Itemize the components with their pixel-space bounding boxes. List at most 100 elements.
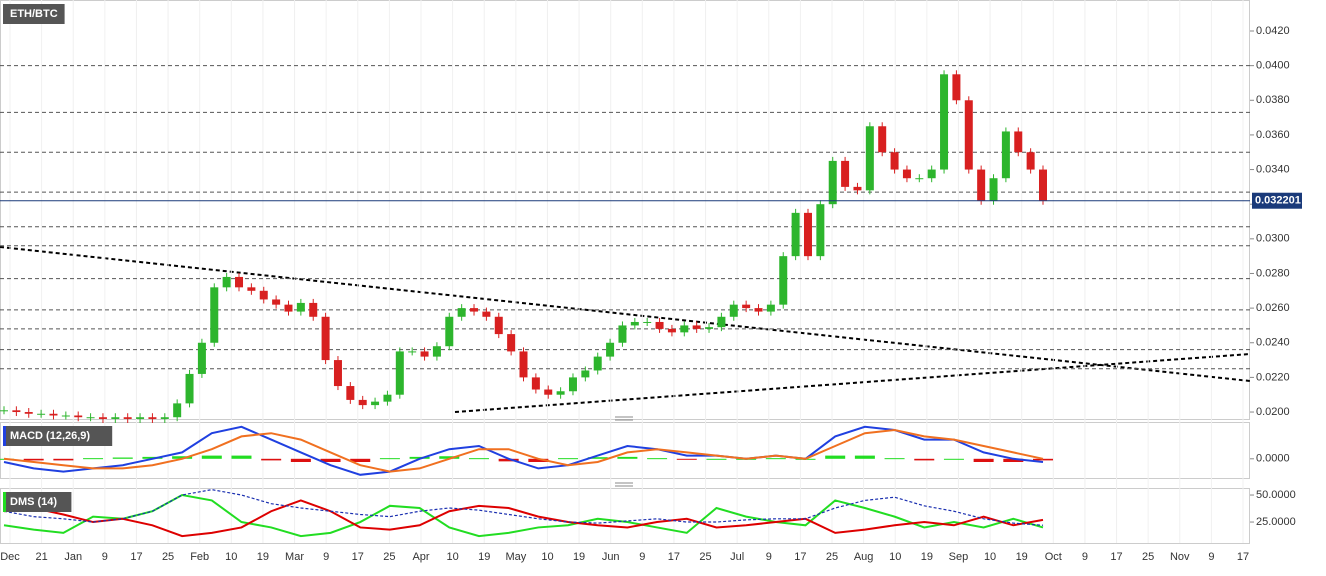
panel-title: DMS (14): [10, 496, 57, 508]
x-tick-label: 10: [225, 551, 237, 563]
candle: [470, 308, 479, 312]
candle: [878, 126, 887, 153]
candle: [655, 321, 664, 329]
x-tick-label: Apr: [412, 551, 429, 563]
histogram-bar: [112, 457, 133, 459]
candle: [74, 415, 83, 418]
candle: [160, 417, 169, 419]
candle: [185, 373, 194, 404]
candle: [247, 287, 256, 291]
y-tick-label: 0.0220: [1256, 371, 1290, 383]
x-tick-label: Sep: [949, 551, 969, 563]
x-tick-label: Dec: [0, 551, 20, 563]
x-tick-label: 25: [699, 551, 711, 563]
candle: [989, 178, 998, 201]
candle: [568, 377, 577, 392]
x-tick-label: 19: [921, 551, 933, 563]
series-line: [3, 428, 1044, 473]
candle: [432, 346, 441, 357]
x-tick-label: 19: [478, 551, 490, 563]
candle: [494, 316, 503, 335]
x-tick-label: 9: [102, 551, 108, 563]
macd-panel: [0, 422, 1250, 479]
candle: [1014, 131, 1023, 153]
candle: [210, 287, 219, 343]
x-tick-label: 17: [130, 551, 142, 563]
series-line: [3, 493, 1044, 538]
candle: [445, 316, 454, 347]
histogram-bar: [647, 458, 668, 460]
x-tick-label: 17: [794, 551, 806, 563]
y-tick-label: 0.0260: [1256, 302, 1290, 314]
x-tick-label: 25: [383, 551, 395, 563]
x-tick-label: 19: [573, 551, 585, 563]
histogram-bar: [973, 458, 994, 462]
x-tick-label: 9: [1082, 551, 1088, 563]
candle: [865, 126, 874, 191]
histogram-bar: [1033, 458, 1053, 461]
histogram-bar: [350, 458, 371, 462]
x-tick-label: 9: [639, 551, 645, 563]
candle: [0, 410, 8, 412]
histogram-bar: [290, 458, 311, 462]
x-tick-label: 21: [35, 551, 47, 563]
candle: [593, 356, 602, 371]
y-tick-label: 0.0300: [1256, 233, 1290, 245]
x-tick-label: Mar: [285, 551, 304, 563]
y-tick-label: 0.0400: [1256, 60, 1290, 72]
x-tick-label: Feb: [190, 551, 209, 563]
histogram-bar: [261, 458, 282, 461]
candle: [296, 302, 305, 312]
last-price-label: 0.032201: [1255, 195, 1301, 207]
candle: [816, 204, 825, 257]
candle: [519, 351, 528, 378]
series-line: [3, 425, 1044, 476]
histogram-bar: [884, 458, 905, 460]
candle: [803, 212, 812, 257]
candle: [1001, 131, 1010, 179]
histogram-bar: [617, 456, 638, 459]
histogram-bar: [83, 458, 104, 460]
series-line: [3, 499, 1044, 538]
dms-panel: [0, 488, 1250, 544]
splitter[interactable]: [615, 416, 633, 487]
candle: [606, 342, 615, 357]
panel-title-box: [3, 4, 65, 24]
candle: [692, 325, 701, 329]
y-tick-label: 0.0420: [1256, 25, 1290, 37]
candle: [235, 276, 244, 288]
candle: [766, 304, 775, 312]
candle: [98, 417, 107, 419]
panel-title-box: [3, 426, 113, 446]
candle: [309, 302, 318, 317]
histogram-bar: [231, 455, 252, 459]
y-tick-label: 0.0000: [1256, 453, 1290, 465]
candle: [136, 417, 145, 419]
y-tick-label: 0.0340: [1256, 163, 1290, 175]
candle: [222, 276, 231, 288]
candle: [742, 304, 751, 309]
candle: [841, 160, 850, 187]
candle: [37, 413, 46, 415]
candle: [49, 413, 58, 416]
histogram-bar: [765, 458, 786, 460]
x-tick-label: Nov: [1170, 551, 1190, 563]
histogram-bar: [528, 458, 549, 462]
histogram-bar: [439, 456, 460, 459]
candle: [272, 299, 281, 305]
histogram-bar: [201, 455, 222, 459]
candle: [630, 321, 639, 326]
panel-title-box: [3, 492, 72, 512]
histogram-bar: [587, 457, 608, 459]
candle: [259, 290, 268, 300]
histogram-bar: [498, 458, 519, 462]
candle: [1039, 169, 1047, 201]
x-tick-label: 9: [766, 551, 772, 563]
x-tick-label: 17: [352, 551, 364, 563]
x-tick-label: 19: [1016, 551, 1028, 563]
x-tick-label: 17: [668, 551, 680, 563]
candle: [791, 212, 800, 257]
candle: [667, 328, 676, 333]
histogram-bar: [379, 458, 400, 460]
